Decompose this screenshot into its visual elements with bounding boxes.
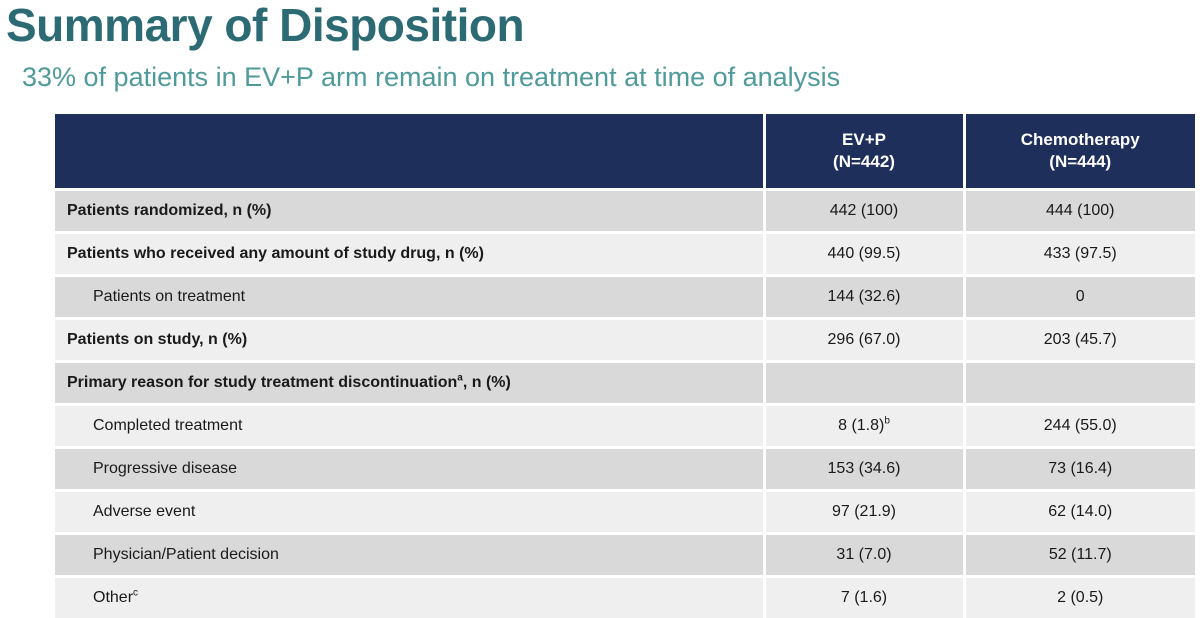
evp-value: 153 (34.6) [764,448,964,491]
evp-value: 296 (67.0) [764,319,964,362]
table-row-on-treatment: Patients on treatment 144 (32.6) 0 [55,276,1195,319]
footnote-marker: b [884,416,890,427]
row-label: Patients on treatment [55,276,764,319]
evp-value: 440 (99.5) [764,233,964,276]
header-evp: EV+P (N=442) [764,114,964,190]
table-row-received-drug: Patients who received any amount of stud… [55,233,1195,276]
header-chemo-name: Chemotherapy [966,129,1196,151]
table-row-on-study: Patients on study, n (%) 296 (67.0) 203 … [55,319,1195,362]
table-header-row: EV+P (N=442) Chemotherapy (N=444) [55,114,1195,190]
chemo-value: 203 (45.7) [964,319,1195,362]
table-row-adverse-event: Adverse event 97 (21.9) 62 (14.0) [55,491,1195,534]
header-evp-n: (N=442) [766,151,963,173]
header-label-cell [55,114,764,190]
header-chemo: Chemotherapy (N=444) [964,114,1195,190]
table-row-other: Otherc 7 (1.6) 2 (0.5) [55,577,1195,618]
table-row-completed-treatment: Completed treatment 8 (1.8)b 244 (55.0) [55,405,1195,448]
evp-value-text: 8 (1.8) [838,417,884,434]
evp-value [764,362,964,405]
chemo-value [964,362,1195,405]
row-label: Patients randomized, n (%) [55,190,764,233]
chemo-value: 433 (97.5) [964,233,1195,276]
table-row-progressive-disease: Progressive disease 153 (34.6) 73 (16.4) [55,448,1195,491]
row-label: Progressive disease [55,448,764,491]
chemo-value: 62 (14.0) [964,491,1195,534]
chemo-value: 444 (100) [964,190,1195,233]
row-label: Physician/Patient decision [55,534,764,577]
chemo-value: 52 (11.7) [964,534,1195,577]
row-label: Patients on study, n (%) [55,319,764,362]
row-label: Adverse event [55,491,764,534]
page-title: Summary of Disposition [6,0,524,52]
evp-value: 442 (100) [764,190,964,233]
row-label: Completed treatment [55,405,764,448]
row-label: Patients who received any amount of stud… [55,233,764,276]
evp-value: 97 (21.9) [764,491,964,534]
evp-value: 31 (7.0) [764,534,964,577]
row-label-text: Primary reason for study treatment disco… [67,374,457,391]
chemo-value: 0 [964,276,1195,319]
table-row-physician-patient-decision: Physician/Patient decision 31 (7.0) 52 (… [55,534,1195,577]
evp-value: 7 (1.6) [764,577,964,618]
row-label: Primary reason for study treatment disco… [55,362,764,405]
page-subtitle: 33% of patients in EV+P arm remain on tr… [22,62,840,93]
table-row-discontinuation-reason: Primary reason for study treatment disco… [55,362,1195,405]
row-label-suffix: , n (%) [463,374,511,391]
table-row-randomized: Patients randomized, n (%) 442 (100) 444… [55,190,1195,233]
row-label: Otherc [55,577,764,618]
evp-value: 144 (32.6) [764,276,964,319]
footnote-marker: c [133,588,138,599]
chemo-value: 2 (0.5) [964,577,1195,618]
row-label-text: Other [93,589,133,606]
header-evp-name: EV+P [766,129,963,151]
chemo-value: 73 (16.4) [964,448,1195,491]
chemo-value: 244 (55.0) [964,405,1195,448]
evp-value: 8 (1.8)b [764,405,964,448]
header-chemo-n: (N=444) [966,151,1196,173]
disposition-table: EV+P (N=442) Chemotherapy (N=444) Patien… [55,114,1195,618]
